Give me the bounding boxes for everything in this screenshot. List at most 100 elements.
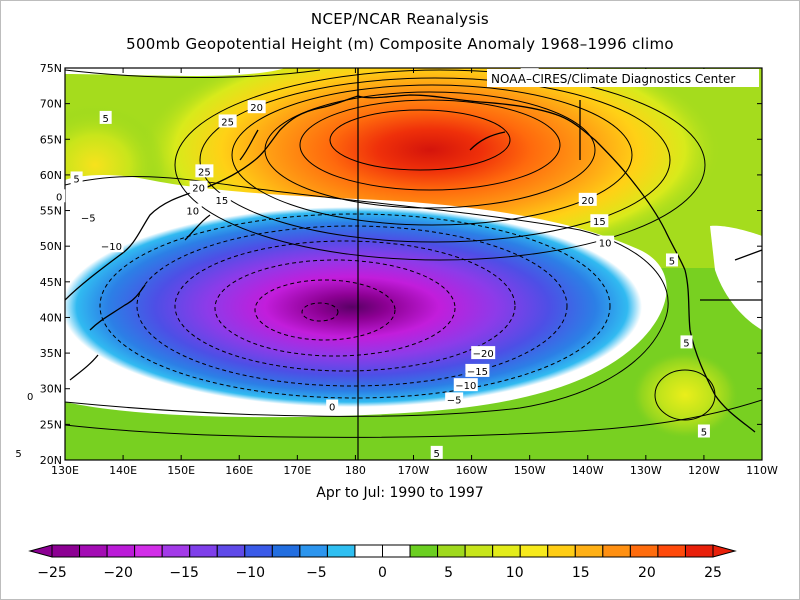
colorbar-tick-label: −5 [306, 565, 327, 581]
contour-label-text: 5 [683, 338, 689, 349]
contour-label: 25 [218, 114, 237, 128]
latitude-ticks: 75N 70N 65N 60N 55N 50N 45N 40N 35N 30N 25N 20N [40, 62, 762, 467]
contour-label: 15 [590, 214, 609, 228]
colorbar-box [161, 544, 191, 558]
colorbar-box [244, 544, 273, 558]
map-field [65, 68, 762, 460]
contour-label-text: 5 [701, 427, 707, 438]
lon-tick-label: 170W [398, 464, 430, 477]
colorbar-box [271, 544, 301, 558]
colorbar-box [106, 544, 136, 558]
contour-label-text: 5 [102, 114, 108, 125]
colorbar-tick-label: −25 [37, 565, 67, 581]
colorbar-tick-label: 15 [572, 565, 590, 581]
lat-tick-label: 50N [40, 240, 62, 253]
contour-label: 20 [247, 100, 266, 114]
contour-label-text: 0 [27, 392, 33, 403]
lon-tick-label: 140W [572, 464, 604, 477]
colorbar-labels: −25 −20 −15 −10 −5 0 5 10 15 20 25 [37, 565, 722, 581]
lon-tick-label: 130W [630, 464, 662, 477]
contour-label-text: 20 [581, 196, 594, 207]
contour-label: 5 [697, 424, 710, 438]
colorbar-boxes [28, 544, 737, 558]
colorbar-box [382, 544, 411, 558]
colorbar-tick-label: −20 [103, 565, 133, 581]
contour-label-text: 10 [186, 207, 199, 218]
contour-label-text: 20 [250, 103, 263, 114]
contour-label-text: 5 [669, 256, 675, 267]
colorbar-box [409, 544, 439, 558]
contour-label: 0 [53, 189, 66, 203]
lat-tick-label: 45N [40, 276, 62, 289]
colorbar-arrow-right [712, 544, 737, 558]
lat-tick-label: 70N [40, 98, 62, 111]
contour-label: 25 [195, 164, 214, 178]
contour-label: 10 [183, 203, 202, 218]
colorbar-tick-label: −15 [169, 565, 199, 581]
lon-tick-label: 170E [283, 464, 311, 477]
contour-label: 5 [12, 445, 25, 460]
colorbar-box [437, 544, 466, 558]
lon-tick-label: 120W [688, 464, 720, 477]
contour-label: 0 [24, 388, 37, 403]
contour-label: 5 [430, 445, 443, 460]
contour-label: 5 [99, 110, 112, 125]
lat-tick-label: 35N [40, 347, 62, 360]
lat-tick-label: 65N [40, 133, 62, 146]
colorbar-box [79, 544, 108, 558]
colorbar-box [492, 544, 521, 558]
lon-tick-label: 150E [167, 464, 195, 477]
colorbar-box [354, 544, 384, 558]
colorbar-box [299, 544, 328, 558]
contour-label: 5 [680, 335, 693, 349]
credit-box: NOAA–CIRES/Climate Diagnostics Center [487, 69, 759, 87]
contour-label-text: −10 [455, 381, 476, 392]
lon-tick-label: 110W [746, 464, 778, 477]
colorbar-box [189, 544, 218, 558]
colorbar-box [629, 544, 659, 558]
lon-tick-label: 160W [456, 464, 488, 477]
lon-tick-label: 160E [225, 464, 253, 477]
contour-label-text: 20 [192, 184, 205, 195]
contour-label-text: −15 [467, 367, 488, 378]
contour-label: −5 [79, 210, 98, 225]
colorbar-box [326, 544, 356, 558]
contour-label-text: 5 [434, 449, 440, 460]
colorbar-tick-label: 5 [444, 565, 453, 581]
contour-label: −10 [99, 239, 124, 253]
colorbar-box [51, 544, 81, 558]
lat-tick-label: 75N [40, 62, 62, 75]
contour-label: 10 [596, 235, 615, 250]
lon-tick-label: 180 [345, 464, 366, 477]
contour-label: 15 [212, 192, 231, 207]
time-period-label: Apr to Jul: 1990 to 1997 [316, 485, 484, 501]
colorbar-box [657, 544, 686, 558]
colorbar-tick-label: 10 [506, 565, 524, 581]
contour-label-text: 0 [329, 403, 335, 414]
contour-label: 20 [578, 192, 597, 207]
contour-label-text: −10 [101, 242, 122, 253]
lat-tick-label: 20N [40, 454, 62, 467]
lat-tick-label: 40N [40, 311, 62, 324]
colorbar-box [547, 544, 576, 558]
lon-tick-label: 130E [51, 464, 79, 477]
contour-lines [65, 69, 762, 438]
colorbar-box [602, 544, 631, 558]
colorbar-box [519, 544, 549, 558]
contour-label-text: 10 [599, 239, 612, 250]
colorbar-box [134, 544, 163, 558]
contour-label: 5 [70, 171, 83, 185]
colorbar-tick-label: 0 [378, 565, 387, 581]
lat-tick-label: 30N [40, 383, 62, 396]
contour-label: −10 [453, 378, 478, 392]
contour-label-text: −5 [81, 214, 96, 225]
figure-subtitle: 500mb Geopotential Height (m) Composite … [126, 35, 674, 53]
colorbar-box [464, 544, 494, 558]
lat-tick-label: 55N [40, 205, 62, 218]
longitude-ticks: 130E 140E 150E 160E 170E 180 170W 160W 150W 140W 1… [51, 68, 778, 477]
colorbar-tick-label: 25 [704, 565, 722, 581]
contour-label-text: 25 [198, 167, 211, 178]
contour-label-text: 15 [215, 196, 228, 207]
